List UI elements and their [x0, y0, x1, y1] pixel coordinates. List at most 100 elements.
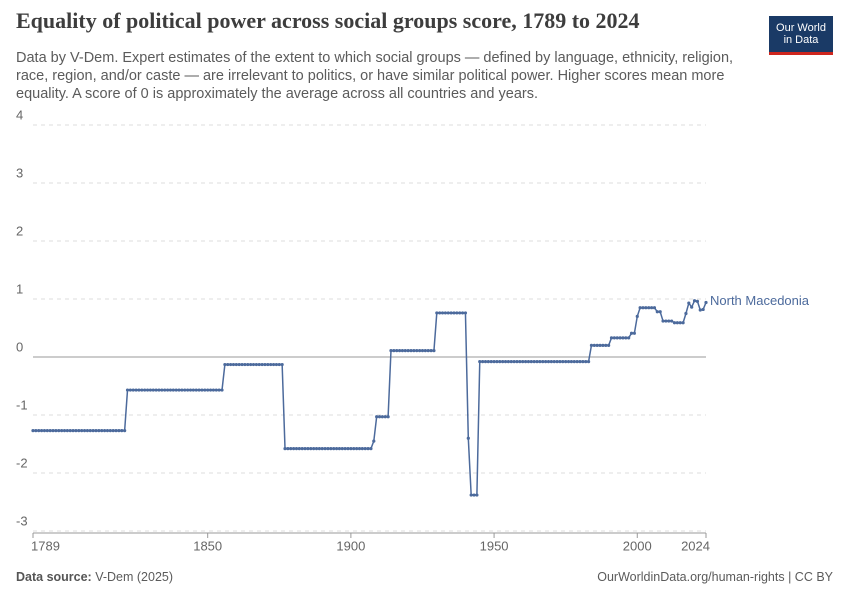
data-point [586, 360, 591, 364]
x-tick-label: 1850 [193, 538, 222, 553]
data-point [418, 349, 422, 353]
y-tick-label: 3 [16, 165, 23, 180]
data-point [62, 429, 67, 433]
y-tick-label: -1 [16, 397, 28, 412]
data-point [45, 429, 49, 433]
data-point [675, 321, 679, 325]
series-line [33, 299, 707, 496]
data-point [257, 362, 261, 367]
data-point [638, 306, 642, 310]
data-point [229, 362, 233, 367]
data-point [386, 415, 390, 419]
data-point [664, 319, 668, 323]
data-point [609, 336, 614, 340]
y-tick-label: 0 [16, 339, 23, 354]
data-point [77, 429, 81, 433]
data-point [495, 360, 499, 364]
data-point [151, 388, 155, 392]
logo[interactable]: Our World in Data [769, 16, 833, 55]
data-point [140, 388, 144, 392]
data-point [366, 447, 370, 451]
data-point [380, 415, 384, 419]
data-point [137, 388, 141, 392]
data-point [254, 362, 258, 367]
data-point [375, 415, 379, 419]
data-point [541, 360, 545, 364]
data-point [74, 429, 78, 433]
data-point [54, 429, 58, 433]
data-point [372, 439, 376, 443]
data-point [369, 447, 373, 451]
data-point [589, 343, 594, 347]
data-point [68, 429, 72, 433]
data-point [403, 349, 407, 353]
data-point [647, 306, 651, 310]
data-point [251, 362, 256, 367]
data-point [466, 436, 470, 440]
data-point [289, 447, 293, 451]
data-point [186, 388, 190, 392]
logo-line: in Data [783, 34, 819, 46]
chart-title: Equality of political power across socia… [16, 8, 640, 33]
data-point [323, 447, 327, 451]
data-point [429, 349, 433, 353]
data-point [123, 429, 127, 433]
data-point [652, 306, 657, 310]
data-point [183, 388, 187, 392]
data-point [91, 429, 95, 433]
data-point [440, 311, 445, 315]
data-point [312, 447, 316, 451]
data-point [420, 349, 425, 353]
data-point [102, 429, 107, 433]
data-point [343, 447, 347, 451]
logo-line: Our World [776, 22, 826, 34]
data-point [292, 447, 296, 451]
y-tick-label: 2 [16, 223, 23, 238]
data-point [449, 311, 453, 315]
data-point [349, 447, 353, 451]
data-point [681, 321, 685, 325]
data-point [615, 336, 619, 340]
data-point [492, 360, 496, 364]
data-point [240, 362, 244, 367]
data-point [208, 388, 213, 392]
data-point [478, 360, 482, 364]
data-point [701, 307, 705, 312]
data-point [644, 306, 648, 310]
data-point [678, 321, 682, 325]
data-point [65, 429, 69, 433]
x-tick-label: 1789 [31, 538, 60, 553]
data-point [472, 493, 476, 497]
data-point [512, 360, 516, 364]
data-point [690, 305, 694, 309]
data-point [532, 360, 536, 364]
data-point [303, 447, 307, 451]
data-point [392, 349, 396, 353]
data-point [687, 301, 691, 305]
data-point [515, 360, 519, 364]
y-tick-label: 1 [16, 281, 23, 296]
data-point [80, 429, 84, 433]
data-point [309, 447, 313, 451]
data-point [117, 429, 121, 433]
data-point [552, 360, 556, 364]
data-point [168, 388, 173, 392]
data-point [564, 360, 568, 364]
data-point [163, 388, 167, 392]
source-label: Data source: [16, 570, 92, 584]
data-point [406, 349, 410, 353]
data-point [624, 336, 628, 340]
data-point [383, 415, 387, 419]
data-point [277, 362, 281, 367]
data-point [598, 343, 602, 347]
data-point [684, 311, 688, 316]
data-point [412, 349, 416, 353]
data-point [280, 362, 284, 367]
data-point [481, 360, 485, 364]
data-point [108, 429, 112, 433]
data-point [632, 331, 637, 335]
data-point [612, 336, 616, 340]
data-point [569, 360, 574, 364]
footer-link[interactable]: OurWorldinData.org/human-rights | CC BY [597, 570, 833, 584]
